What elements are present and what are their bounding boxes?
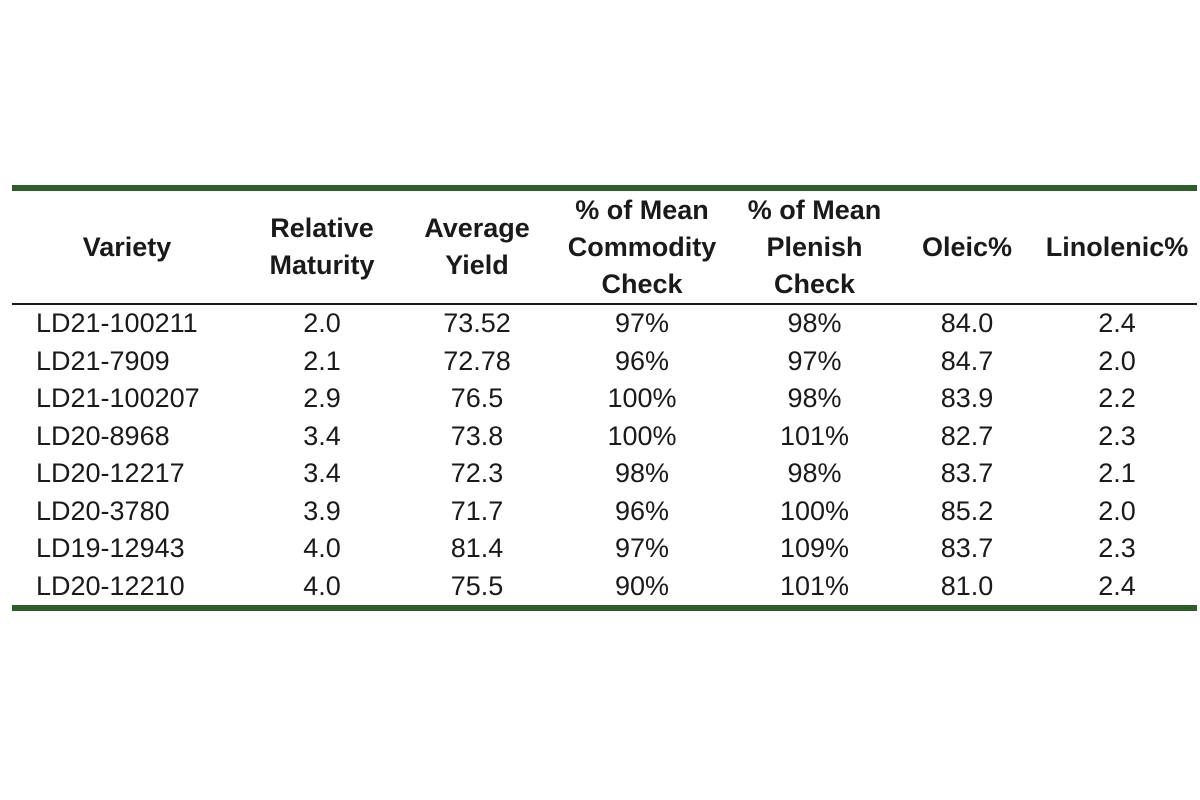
column-header-line: % of Mean <box>575 194 709 225</box>
cell-average-yield: 73.52 <box>443 308 511 339</box>
cell-relative-maturity: 3.4 <box>303 458 341 489</box>
cell-linolenic-pct: 2.0 <box>1098 345 1136 376</box>
table-row: LD20-3780 3.9 71.7 96% 100% 85.2 2.0 <box>12 493 1197 531</box>
column-header-line: Plenish <box>766 231 863 262</box>
table-row: LD20-12217 3.4 72.3 98% 98% 83.7 2.1 <box>12 455 1197 493</box>
cell-pct-mean-commodity-check: 100% <box>607 420 677 451</box>
cell-pct-mean-commodity-check: 96% <box>614 495 670 526</box>
cell-pct-mean-plenish-check: 98% <box>787 383 842 414</box>
table-row: LD21-100207 2.9 76.5 100% 98% 83.9 2.2 <box>12 380 1197 418</box>
cell-pct-mean-plenish-check: 98% <box>787 308 842 339</box>
cell-average-yield: 76.5 <box>450 383 504 414</box>
cell-oleic-pct: 83.9 <box>940 383 994 414</box>
column-header-pct-mean-plenish-check: % of Mean Plenish Check <box>732 191 897 303</box>
table-row: LD19-12943 4.0 81.4 97% 109% 83.7 2.3 <box>12 530 1197 568</box>
cell-relative-maturity: 4.0 <box>303 570 341 601</box>
cell-pct-mean-commodity-check: 96% <box>614 345 670 376</box>
variety-table-body: LD21-100211 2.0 73.52 97% 98% 84.0 2.4 LD21-790… <box>12 305 1197 605</box>
cell-pct-mean-plenish-check: 101% <box>779 420 850 451</box>
cell-relative-maturity: 2.1 <box>303 345 341 376</box>
cell-pct-mean-plenish-check: 98% <box>787 458 842 489</box>
cell-average-yield: 71.7 <box>450 495 504 526</box>
cell-variety: LD20-3780 <box>36 495 170 526</box>
cell-oleic-pct: 82.7 <box>940 420 994 451</box>
column-header-line: Oleic% <box>921 231 1013 262</box>
column-header-line: Variety <box>82 231 172 262</box>
cell-average-yield: 81.4 <box>450 533 504 564</box>
cell-oleic-pct: 85.2 <box>940 495 994 526</box>
cell-oleic-pct: 83.7 <box>940 458 994 489</box>
column-header-average-yield: Average Yield <box>402 191 552 303</box>
cell-linolenic-pct: 2.4 <box>1098 570 1136 601</box>
table-bottom-rule <box>12 605 1197 611</box>
cell-linolenic-pct: 2.4 <box>1098 308 1136 339</box>
column-header-line: Linolenic% <box>1045 231 1189 262</box>
cell-relative-maturity: 4.0 <box>303 533 341 564</box>
table-top-rule <box>12 185 1197 191</box>
column-header-oleic-pct: Oleic% <box>897 191 1037 303</box>
cell-variety: LD21-100207 <box>36 383 200 414</box>
cell-pct-mean-commodity-check: 97% <box>614 308 670 339</box>
cell-linolenic-pct: 2.1 <box>1098 458 1136 489</box>
cell-oleic-pct: 84.7 <box>940 345 994 376</box>
cell-linolenic-pct: 2.2 <box>1098 383 1136 414</box>
column-header-relative-maturity: Relative Maturity <box>242 191 402 303</box>
column-header-line: Average <box>424 213 530 243</box>
cell-variety: LD20-12210 <box>36 570 185 601</box>
cell-oleic-pct: 84.0 <box>940 308 994 339</box>
cell-pct-mean-plenish-check: 109% <box>779 533 850 564</box>
cell-relative-maturity: 2.9 <box>303 383 341 414</box>
cell-variety: LD21-100211 <box>36 308 198 339</box>
cell-pct-mean-plenish-check: 97% <box>787 345 842 376</box>
cell-pct-mean-commodity-check: 98% <box>614 458 670 489</box>
column-header-line: Yield <box>445 250 509 280</box>
header-row: Variety Relative Maturity Average Yield % of … <box>12 191 1197 303</box>
cell-pct-mean-commodity-check: 90% <box>614 570 670 601</box>
cell-relative-maturity: 3.9 <box>303 495 341 526</box>
column-header-line: Maturity <box>269 250 375 280</box>
cell-oleic-pct: 81.0 <box>940 570 994 601</box>
cell-average-yield: 75.5 <box>450 570 504 601</box>
cell-linolenic-pct: 2.3 <box>1098 533 1136 564</box>
column-header-line: Check <box>601 268 683 299</box>
cell-variety: LD20-8968 <box>36 420 170 451</box>
cell-variety: LD19-12943 <box>36 533 185 564</box>
cell-pct-mean-plenish-check: 101% <box>779 570 850 601</box>
header-divider <box>12 303 1197 305</box>
cell-average-yield: 73.8 <box>450 420 504 451</box>
variety-table: Variety Relative Maturity Average Yield % of … <box>12 191 1197 303</box>
cell-pct-mean-commodity-check: 97% <box>614 533 670 564</box>
column-header-line: % of Mean <box>747 194 882 225</box>
cell-linolenic-pct: 2.0 <box>1098 495 1136 526</box>
cell-linolenic-pct: 2.3 <box>1098 420 1136 451</box>
table-body: LD21-100211 2.0 73.52 97% 98% 84.0 2.4 LD21-790… <box>12 305 1197 605</box>
cell-pct-mean-plenish-check: 100% <box>779 495 850 526</box>
column-header-variety: Variety <box>12 191 242 303</box>
cell-average-yield: 72.3 <box>450 458 504 489</box>
cell-relative-maturity: 2.0 <box>303 308 341 339</box>
cell-average-yield: 72.78 <box>443 345 511 376</box>
cell-relative-maturity: 3.4 <box>303 420 341 451</box>
column-header-line: Commodity <box>567 231 717 262</box>
column-header-line: Check <box>773 268 856 299</box>
table-row: LD21-7909 2.1 72.78 96% 97% 84.7 2.0 <box>12 343 1197 381</box>
cell-variety: LD21-7909 <box>36 345 170 376</box>
variety-table-container: Variety Relative Maturity Average Yield % of … <box>12 185 1197 611</box>
table-row: LD21-100211 2.0 73.52 97% 98% 84.0 2.4 <box>12 305 1197 343</box>
column-header-linolenic-pct: Linolenic% <box>1037 191 1197 303</box>
column-header-pct-mean-commodity-check: % of Mean Commodity Check <box>552 191 732 303</box>
table-row: LD20-8968 3.4 73.8 100% 101% 82.7 2.3 <box>12 418 1197 456</box>
cell-pct-mean-commodity-check: 100% <box>607 383 677 414</box>
cell-oleic-pct: 83.7 <box>940 533 994 564</box>
cell-variety: LD20-12217 <box>36 458 185 489</box>
column-header-line: Relative <box>270 213 374 243</box>
table-header: Variety Relative Maturity Average Yield % of … <box>12 191 1197 303</box>
table-row: LD20-12210 4.0 75.5 90% 101% 81.0 2.4 <box>12 568 1197 606</box>
